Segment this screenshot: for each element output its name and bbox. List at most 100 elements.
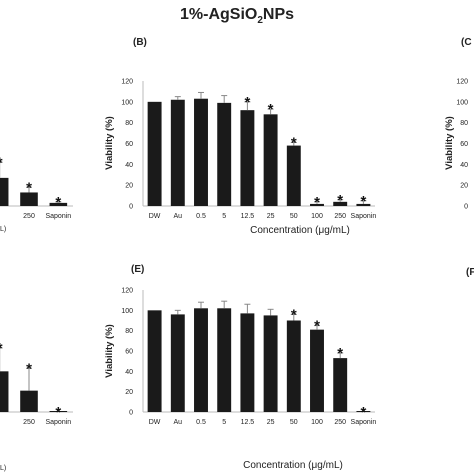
panel-3-bar <box>20 390 38 412</box>
panel-1-x-axis-label: Concentration (μg/mL) <box>243 460 343 471</box>
panel-0-ytick-label: 20 <box>125 183 133 190</box>
panel-0-category-label: 250 <box>334 213 346 220</box>
panel-2-bar <box>0 177 9 206</box>
panel-1-category-label: Au <box>174 419 183 426</box>
panel-0-bar <box>240 110 255 206</box>
panel-1-ytick-label: 120 <box>121 288 133 295</box>
panel-1-category-label: 12.5 <box>241 419 255 426</box>
panel-0-ytick-label: 120 <box>121 79 133 86</box>
panel-1-bar <box>194 308 208 412</box>
panel-1-bar <box>333 358 348 412</box>
panel-1-bar <box>263 315 278 412</box>
panel-2-bar <box>49 202 68 206</box>
panel-0-category-label: 25 <box>267 213 275 220</box>
panel-0-significance-marker: * <box>360 193 366 210</box>
panel-0-category-label: Saponin <box>351 213 377 220</box>
panel-4-ytick-label: 60 <box>460 141 468 148</box>
panel-2-significance-marker: * <box>0 154 3 171</box>
panel-0-significance-marker: * <box>291 134 297 151</box>
panel-1-significance-marker: * <box>337 345 343 362</box>
panel-1-significance-marker: * <box>360 404 366 421</box>
panel-0-bar <box>356 203 371 206</box>
panel-0-category-label: 12.5 <box>241 213 255 220</box>
panel-1-ytick-label: 60 <box>125 349 133 356</box>
panel-2-category-label: 250 <box>23 213 35 220</box>
panel-0-ytick-label: 0 <box>129 204 133 211</box>
panel-1-significance-marker: * <box>291 306 297 323</box>
panel-2-bar <box>20 192 38 206</box>
right-top-panel-label-fragment: (C <box>461 37 472 48</box>
panel-1-category-label: DW <box>149 419 161 426</box>
chart-layer: 0 20 40 60 80 100 120 (B) Viability (%) Concentra… <box>0 37 468 471</box>
panel-0-bar <box>194 98 208 206</box>
panel-1-ytick-label: 20 <box>125 389 133 396</box>
panel-1-category-label: 5 <box>222 419 226 426</box>
panel-1-bar <box>170 314 185 412</box>
panel-3-significance-marker: * <box>0 340 3 357</box>
panel-0-bar <box>263 114 278 206</box>
panel-3-significance-marker: * <box>55 404 61 421</box>
panel-0-bar <box>333 201 348 206</box>
panel-1-ytick-label: 100 <box>121 308 133 315</box>
panel-0-category-label: 0.5 <box>196 213 206 220</box>
panel-4-ytick-label: 0 <box>464 204 468 211</box>
panel-2-significance-marker: * <box>26 179 32 196</box>
panel-1-bar <box>217 308 232 412</box>
panel-0-ytick-label: 100 <box>121 99 133 106</box>
panel-3-bar <box>0 371 9 412</box>
panel-1-ytick-label: 80 <box>125 328 133 335</box>
left-top-xlabel-fragment: L) <box>0 226 6 233</box>
panel-1-bar <box>310 329 324 412</box>
figure-title-tail: NPs <box>262 6 295 23</box>
panel-3-category-label: 250 <box>23 419 35 426</box>
figure-title-subscript: 2 <box>257 15 263 27</box>
panel-0-bar <box>217 102 232 206</box>
panel-1-bar <box>147 310 162 412</box>
panel-0-category-label: DW <box>149 213 161 220</box>
panel-1-category-label: 0.5 <box>196 419 206 426</box>
panel-4-y-axis-label: Viability (%) <box>444 116 455 170</box>
panel-0-significance-marker: * <box>337 192 343 209</box>
panel-4-ytick-label: 120 <box>456 79 468 86</box>
panel-1-category-label: Saponin <box>351 419 377 426</box>
panel-1-y-axis-label: Viability (%) <box>104 324 115 378</box>
panel-1-category-label: 100 <box>311 419 323 426</box>
panel-3-category-label: Saponin <box>45 419 71 426</box>
panel-1-ytick-label: 0 <box>129 410 133 417</box>
figure-title: 1%-AgSiO2NPs <box>0 6 474 26</box>
panel-1-category-label: 250 <box>334 419 346 426</box>
panel-3-significance-marker: * <box>26 360 32 377</box>
panel-0-bar <box>147 101 162 206</box>
panel-0-x-axis-label: Concentration (μg/mL) <box>250 225 350 236</box>
panel-0-label: (B) <box>133 37 147 48</box>
panel-1-category-label: 50 <box>290 419 298 426</box>
panel-0-bar <box>170 99 185 206</box>
panel-1-ytick-label: 40 <box>125 369 133 376</box>
panel-4-ytick-label: 80 <box>460 120 468 127</box>
panel-0-significance-marker: * <box>268 101 274 118</box>
right-bottom-panel-label-fragment: (F <box>466 267 474 278</box>
panel-1-label: (E) <box>131 264 144 275</box>
panel-0-category-label: Au <box>174 213 183 220</box>
panel-0-ytick-label: 80 <box>125 120 133 127</box>
panel-0-ytick-label: 60 <box>125 141 133 148</box>
figure-title-main: 1%-AgSiO <box>179 6 258 23</box>
panel-0-ytick-label: 40 <box>125 162 133 169</box>
left-bottom-xlabel-fragment: L) <box>0 465 6 472</box>
panel-4-ytick-label: 40 <box>460 162 468 169</box>
panel-4-ytick-label: 20 <box>460 183 468 190</box>
panel-0-y-axis-label: Viability (%) <box>104 116 115 170</box>
panel-2-category-label: Saponin <box>45 213 71 220</box>
panel-4-ytick-label: 100 <box>456 99 468 106</box>
panel-1-bar <box>286 320 301 412</box>
panel-0-bar <box>310 203 324 206</box>
panel-0-category-label: 50 <box>290 213 298 220</box>
panel-0-bar <box>286 145 301 206</box>
panel-0-category-label: 100 <box>311 213 323 220</box>
panel-0-significance-marker: * <box>244 94 250 111</box>
panel-1-bar <box>240 313 255 412</box>
panel-1-category-label: 25 <box>267 419 275 426</box>
panel-2-significance-marker: * <box>55 194 61 211</box>
panel-1-significance-marker: * <box>314 318 320 335</box>
